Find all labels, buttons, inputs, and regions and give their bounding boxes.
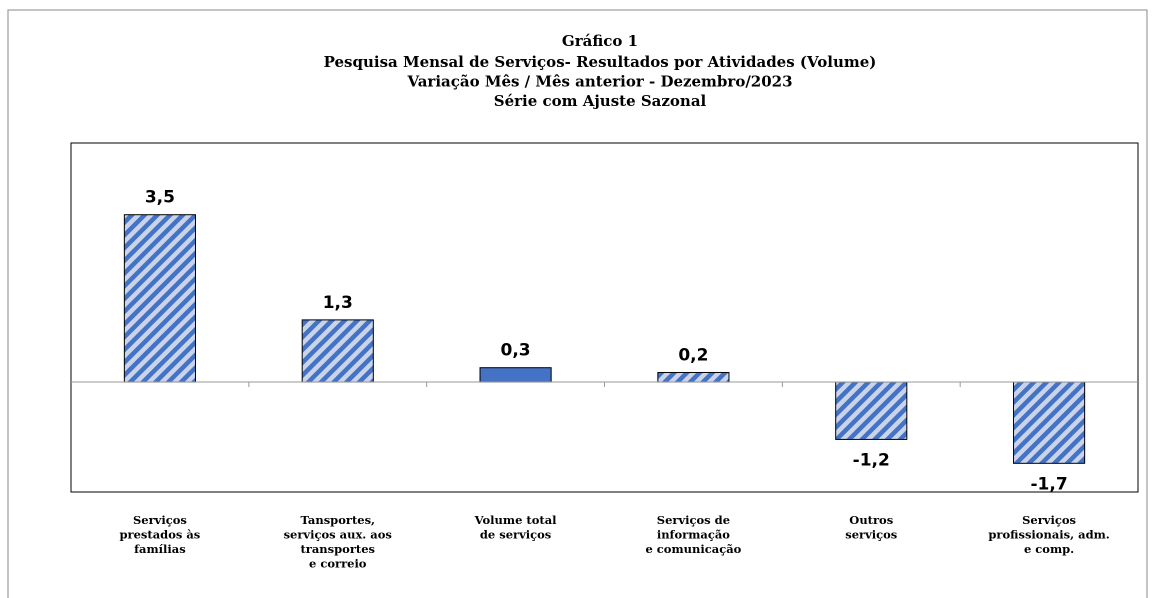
bar <box>1013 381 1086 464</box>
x-tick-label: Serviços de informação e comunicação <box>645 513 741 556</box>
x-tick-label: Serviços prestados às famílias <box>120 513 201 556</box>
x-tick-label: Volume total de serviços <box>474 513 558 542</box>
x-tick-label: Tansportes, serviços aux. aos transportes e… <box>284 513 392 571</box>
x-tick-label: Serviços profissionais, adm. e comp. <box>988 513 1109 556</box>
data-label: 0,2 <box>678 345 708 365</box>
titles: Gráfico 1 Pesquisa Mensal de Serviços- Re… <box>324 32 877 110</box>
outer-frame <box>7 9 1148 598</box>
data-label: -1,7 <box>1030 474 1067 494</box>
bar <box>835 381 908 440</box>
data-label: 3,5 <box>145 188 175 208</box>
bar <box>657 371 730 383</box>
chart-title: Gráfico 1 <box>562 32 638 50</box>
chart-subtitle: Pesquisa Mensal de Serviços- Resultados … <box>324 53 877 110</box>
x-tick-label: Outros serviços <box>845 513 897 542</box>
bar <box>479 367 552 383</box>
plot-frame <box>70 142 1139 493</box>
bar <box>123 214 196 383</box>
data-label: -1,2 <box>853 450 890 470</box>
bar <box>301 319 374 383</box>
data-label: 1,3 <box>323 293 353 313</box>
data-label: 0,3 <box>501 341 531 361</box>
